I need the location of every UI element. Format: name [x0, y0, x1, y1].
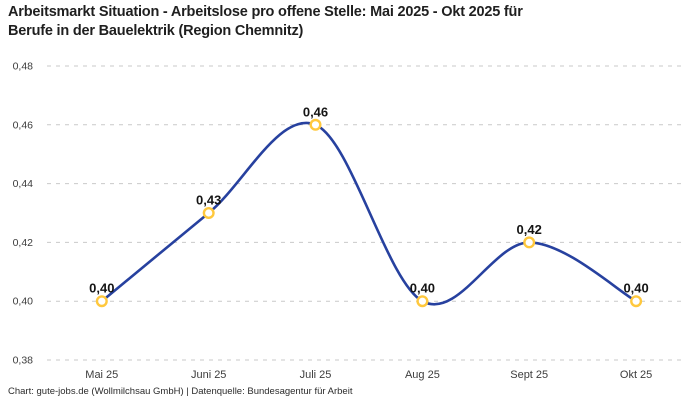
data-point-marker	[523, 236, 536, 249]
chart-title: Arbeitsmarkt Situation - Arbeitslose pro…	[8, 3, 672, 40]
data-point-marker	[309, 118, 322, 131]
y-axis-tick-label: 0,38	[13, 355, 34, 367]
data-point-marker	[630, 295, 643, 308]
data-series-line	[100, 121, 638, 306]
x-axis-tick-label: Sept 25	[510, 369, 548, 381]
chart-title-line-2: Berufe in der Bauelektrik (Region Chemni…	[8, 22, 304, 39]
data-point-marker	[95, 295, 108, 308]
data-point-marker	[202, 206, 215, 219]
x-axis-tick-label: Juni 25	[191, 369, 226, 381]
y-axis-tick-label: 0,44	[13, 178, 34, 190]
chart-title-line-1: Arbeitsmarkt Situation - Arbeitslose pro…	[8, 4, 523, 20]
data-point-marker	[416, 295, 429, 308]
x-axis-tick-label: Juli 25	[300, 369, 332, 381]
data-point-label: 0,43	[196, 193, 221, 208]
y-axis-tick-label: 0,46	[13, 119, 34, 131]
x-axis-tick-label: Okt 25	[620, 369, 652, 381]
data-point-label: 0,40	[89, 281, 114, 296]
x-axis-tick-label: Aug 25	[405, 369, 440, 381]
data-point-label: 0,40	[623, 281, 648, 296]
y-axis-tick-label: 0,42	[13, 237, 34, 249]
data-point-label: 0,42	[517, 222, 542, 237]
data-point-label: 0,46	[303, 104, 328, 119]
y-axis-tick-label: 0,40	[13, 296, 34, 308]
chart-credit: Chart: gute-jobs.de (Wollmilchsau GmbH) …	[8, 386, 353, 397]
x-axis-tick-label: Mai 25	[85, 369, 118, 381]
data-point-label: 0,40	[410, 281, 435, 296]
y-axis-tick-label: 0,48	[13, 61, 34, 73]
